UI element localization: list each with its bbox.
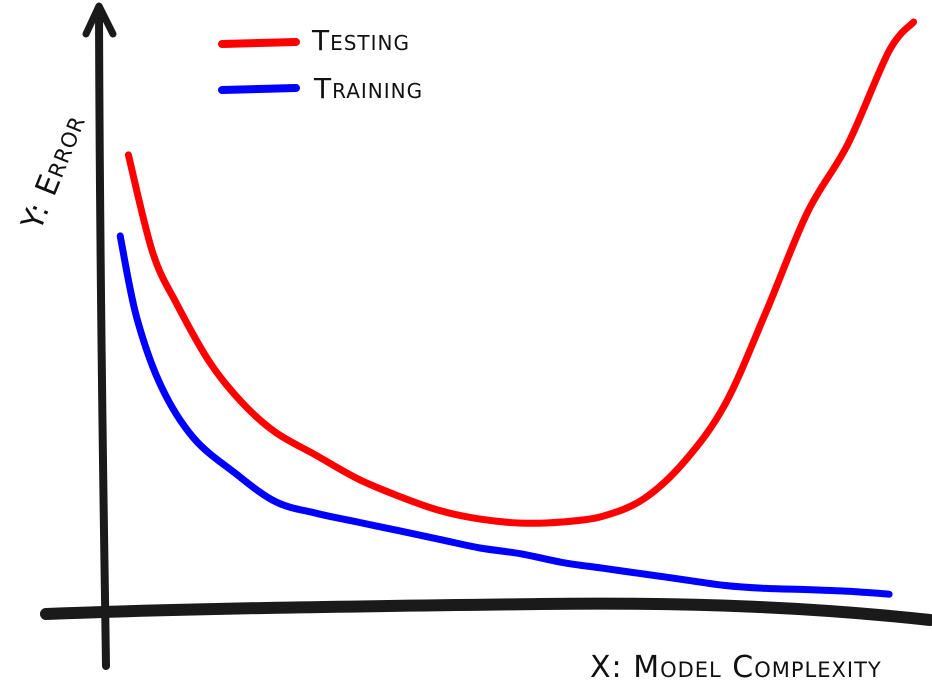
x-axis-line <box>40 597 932 626</box>
series-line-testing <box>124 18 918 527</box>
legend: Testing Training <box>218 24 423 105</box>
legend-item-testing: Testing <box>218 24 410 57</box>
legend-label-testing: Testing <box>311 24 410 57</box>
y-axis-line <box>95 8 110 670</box>
y-axis-arrow-icon <box>82 2 117 38</box>
series-layer <box>116 18 918 598</box>
x-axis-label: X: Model Complexity <box>590 650 882 685</box>
axes <box>40 2 932 670</box>
legend-swatch-testing <box>218 38 300 48</box>
y-axis-label: Y: Error <box>15 109 93 235</box>
legend-item-training: Training <box>218 72 423 105</box>
series-line-training <box>116 232 893 598</box>
legend-swatch-training <box>218 84 300 94</box>
legend-label-training: Training <box>313 72 423 105</box>
